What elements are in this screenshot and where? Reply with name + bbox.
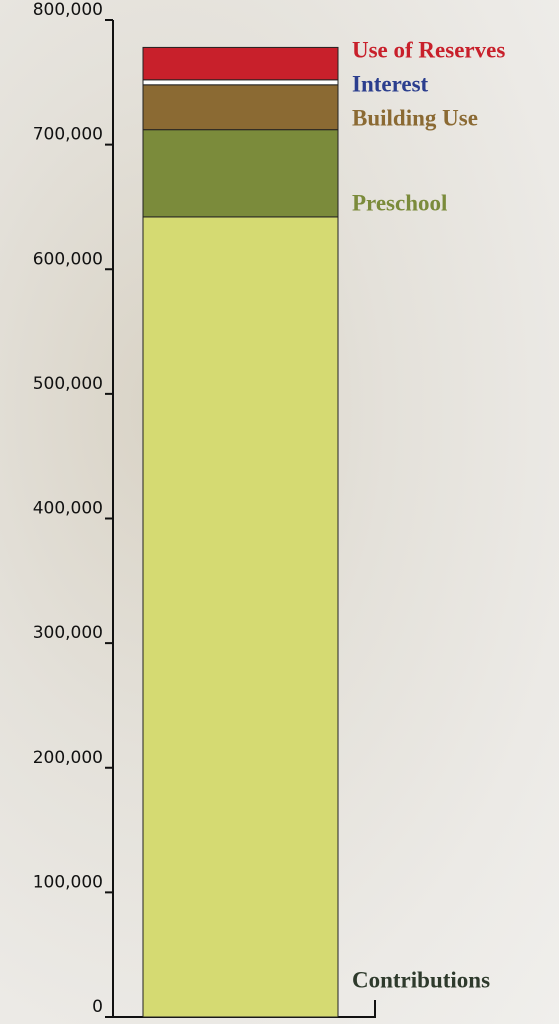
y-tick-label: 100,000 bbox=[33, 872, 103, 892]
chart: 0 100,000 200,000 300,000 400,000 500,000 600,… bbox=[0, 0, 559, 1024]
y-tick-label: 600,000 bbox=[33, 249, 103, 269]
y-tick-label: 300,000 bbox=[33, 623, 103, 643]
y-tick-label: 700,000 bbox=[33, 125, 103, 145]
page: 0 100,000 200,000 300,000 400,000 500,000 600,… bbox=[0, 0, 559, 1024]
y-tick-label: 0 bbox=[92, 997, 103, 1017]
bar-segment bbox=[143, 217, 338, 1017]
bar-segment bbox=[143, 47, 338, 79]
legend-label: Building Use bbox=[352, 105, 478, 130]
legend-label: Interest bbox=[352, 71, 429, 96]
y-tick-label: 200,000 bbox=[33, 748, 103, 768]
bar-segment bbox=[143, 130, 338, 217]
legend-label: Use of Reserves bbox=[352, 37, 505, 62]
legend-label: Preschool bbox=[352, 190, 447, 215]
y-tick-label: 800,000 bbox=[33, 0, 103, 20]
y-tick-label: 400,000 bbox=[33, 499, 103, 519]
legend-label: Contributions bbox=[352, 967, 490, 992]
bar-segment bbox=[143, 85, 338, 130]
bar-segment bbox=[143, 80, 338, 85]
y-tick-label: 500,000 bbox=[33, 374, 103, 394]
